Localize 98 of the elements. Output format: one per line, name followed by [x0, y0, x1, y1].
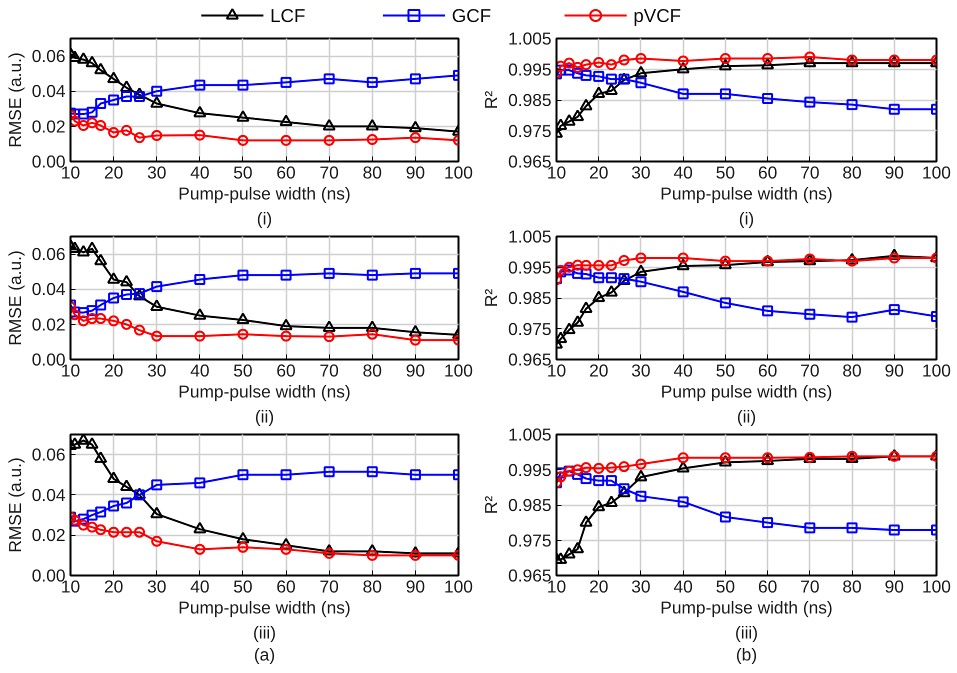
x-tick-label: 40 — [674, 162, 693, 182]
x-tick-label: 20 — [104, 360, 124, 380]
x-axis-title: Pump-pulse width (ns) — [660, 184, 833, 204]
x-tick-label: 20 — [589, 576, 608, 596]
x-tick-label: 70 — [800, 360, 820, 380]
x-tick-label: 50 — [233, 162, 253, 182]
x-tick-label: 60 — [758, 576, 778, 596]
x-tick-label: 20 — [104, 162, 124, 182]
x-tick-label: 80 — [362, 576, 382, 596]
x-tick-label: 80 — [362, 162, 382, 182]
x-tick-label: 50 — [233, 360, 253, 380]
y-tick-label: 0.06 — [32, 444, 66, 465]
x-tick-label: 70 — [320, 576, 339, 596]
y-tick-label: 1.005 — [508, 226, 552, 246]
text: (a) — [254, 644, 276, 664]
x-tick-label: 80 — [362, 360, 382, 380]
x-tick-label: 80 — [842, 576, 862, 596]
x-tick-label: 90 — [406, 162, 426, 182]
x-tick-label: 50 — [233, 576, 253, 596]
x-tick-label: 60 — [276, 576, 296, 596]
y-tick-label: 0.985 — [508, 90, 552, 110]
x-axis-title: Pump-pulse width (ns) — [178, 184, 351, 204]
x-tick-label: 30 — [147, 162, 166, 182]
x-tick-label: 70 — [800, 576, 820, 596]
x-tick-label: 100 — [444, 162, 473, 182]
y-tick-label: 0.985 — [508, 495, 552, 515]
x-tick-label: 30 — [147, 360, 166, 380]
x-tick-label: 80 — [842, 360, 862, 380]
x-tick-label: 30 — [147, 576, 166, 596]
y-tick-label: 0.04 — [32, 81, 66, 102]
x-tick-label: 50 — [716, 576, 736, 596]
x-tick-label: 80 — [842, 162, 862, 182]
x-tick-label: 40 — [190, 162, 210, 182]
text: (iii) — [252, 622, 276, 642]
text: (ii) — [736, 406, 756, 426]
x-tick-label: 60 — [758, 162, 778, 182]
legend-label: pVCF — [633, 5, 682, 26]
y-tick-label: 0.06 — [32, 244, 66, 264]
y-tick-label: 0.02 — [32, 525, 66, 546]
y-tick-label: 0.995 — [508, 59, 552, 80]
x-tick-label: 20 — [589, 162, 608, 182]
x-tick-label: 60 — [276, 162, 296, 182]
y-tick-label: 0.975 — [508, 120, 552, 141]
x-tick-label: 30 — [631, 576, 651, 596]
x-tick-label: 100 — [922, 360, 951, 380]
text: (ii) — [254, 406, 274, 426]
x-tick-label: 50 — [716, 162, 736, 182]
y-tick-label: 0.995 — [508, 257, 552, 278]
x-tick-label: 20 — [589, 360, 608, 380]
y-tick-label: 0.06 — [32, 46, 66, 66]
x-axis-title: Pump-pulse width (ns) — [178, 382, 351, 402]
x-tick-label: 90 — [406, 360, 426, 380]
x-tick-label: 40 — [190, 576, 210, 596]
x-tick-label: 30 — [631, 162, 651, 182]
y-tick-label: 0.04 — [32, 484, 66, 505]
y-axis-title: RMSE (a.u.) — [4, 52, 25, 148]
x-tick-label: 70 — [320, 360, 339, 380]
y-axis-title: RMSE (a.u.) — [4, 250, 25, 346]
y-tick-label: 0.02 — [32, 116, 66, 136]
x-tick-label: 40 — [674, 576, 693, 596]
x-tick-label: 70 — [800, 162, 820, 182]
y-tick-label: 0.02 — [32, 314, 66, 334]
x-tick-label: 90 — [406, 576, 426, 596]
x-tick-label: 20 — [104, 576, 124, 596]
legend-label: LCF — [270, 5, 306, 26]
x-tick-label: 100 — [444, 360, 473, 380]
x-tick-label: 90 — [884, 360, 904, 380]
x-tick-label: 100 — [922, 162, 951, 182]
y-tick-label: 0.975 — [508, 318, 552, 339]
x-tick-label: 30 — [631, 360, 651, 380]
y-axis-title: RMSE (a.u.) — [4, 457, 25, 553]
x-tick-label: 90 — [884, 576, 904, 596]
x-tick-label: 40 — [190, 360, 210, 380]
y-tick-label: 0.975 — [508, 530, 552, 550]
x-tick-label: 60 — [758, 360, 778, 380]
x-axis-title: Pump pulse width (ns) — [660, 382, 832, 402]
x-tick-label: 90 — [884, 162, 904, 182]
y-tick-label: 1.005 — [508, 424, 552, 444]
y-axis-title: R² — [481, 496, 502, 514]
x-tick-label: 100 — [922, 576, 951, 596]
y-tick-label: 0.04 — [32, 279, 66, 300]
x-tick-label: 60 — [276, 360, 296, 380]
text: (i) — [256, 208, 272, 228]
y-axis-title: R² — [481, 90, 502, 110]
text: (iii) — [734, 622, 758, 642]
text: (i) — [738, 208, 754, 228]
x-tick-label: 50 — [716, 360, 736, 380]
y-tick-label: 1.005 — [508, 28, 552, 48]
x-tick-label: 40 — [674, 360, 693, 380]
x-axis-title: Pump-pulse width (ns) — [660, 598, 833, 618]
text: (b) — [736, 644, 758, 664]
x-tick-label: 100 — [444, 576, 473, 596]
legend-label: GCF — [452, 5, 492, 26]
x-axis-title: Pump-pulse width (ns) — [178, 598, 351, 618]
y-axis-title: R² — [481, 288, 502, 308]
y-tick-label: 0.985 — [508, 288, 552, 308]
y-tick-label: 0.995 — [508, 460, 552, 480]
x-tick-label: 70 — [320, 162, 339, 182]
